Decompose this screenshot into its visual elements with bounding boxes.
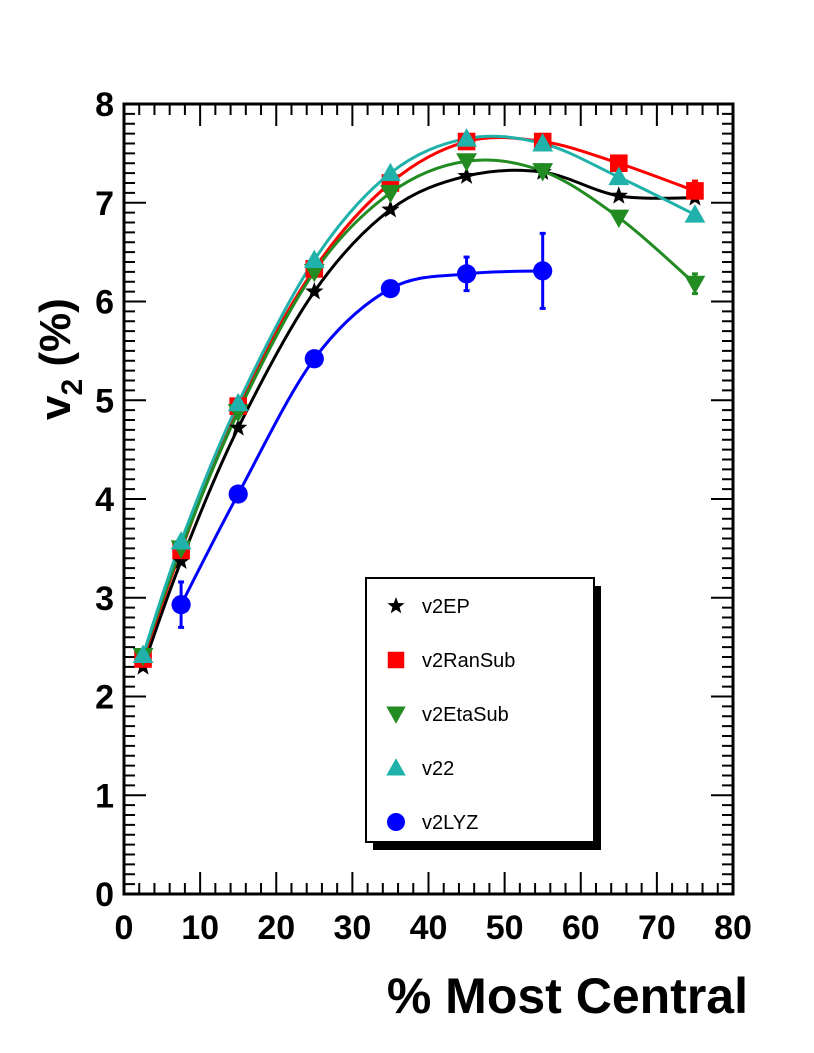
- curve-v2LYZ: [179, 269, 543, 606]
- x-tick-label: 80: [714, 909, 752, 947]
- y-tick-label: 8: [95, 86, 114, 124]
- point-v2EP: [305, 282, 324, 300]
- x-tick-label: 60: [562, 909, 600, 947]
- point-v2LYZ: [228, 484, 248, 504]
- y-tick-label: 7: [95, 185, 114, 223]
- legend-marker-v2EtaSub: [386, 706, 406, 724]
- x-tick-label: 0: [115, 909, 134, 947]
- y-tick-label: 1: [95, 777, 114, 815]
- point-v2RanSub: [610, 154, 628, 173]
- point-v2EtaSub: [456, 153, 477, 172]
- curve-v2EP: [141, 168, 695, 668]
- x-tick-label: 50: [486, 909, 524, 947]
- point-v22: [532, 133, 554, 152]
- legend-label-v22: v22: [422, 758, 454, 780]
- point-v2EtaSub: [532, 163, 554, 182]
- point-v22: [380, 162, 401, 182]
- legend-marker-v2LYZ: [387, 813, 405, 831]
- legend-label-v2EP: v2EP: [422, 596, 470, 618]
- y-tick-label: 0: [95, 876, 114, 914]
- point-v2EP: [229, 418, 248, 436]
- legend: v2EP v2RanSub v2EtaSub v22 v2LYZ: [365, 577, 601, 850]
- curve-v2EtaSub: [141, 158, 696, 657]
- point-v2EP: [609, 186, 628, 204]
- point-v2EP: [457, 166, 476, 184]
- point-v2LYZ: [456, 264, 477, 284]
- point-v2RanSub: [686, 182, 704, 200]
- point-v22: [227, 392, 249, 412]
- y-tick-label: 3: [95, 580, 114, 618]
- point-v2LYZ: [380, 279, 401, 299]
- point-v22: [132, 644, 154, 664]
- legend-label-v2RanSub: v2RanSub: [422, 650, 515, 672]
- legend-label-v2LYZ: v2LYZ: [422, 812, 478, 834]
- y-axis-title: v2 (%): [31, 298, 89, 420]
- data-markers: [132, 128, 706, 675]
- x-tick-label: 40: [410, 909, 448, 947]
- point-v2EtaSub: [380, 184, 401, 204]
- point-v22: [684, 204, 706, 223]
- axis-ticks: [123, 103, 734, 895]
- legend-entries: v2EP v2RanSub v2EtaSub v22 v2LYZ: [386, 596, 515, 834]
- legend-marker-v2EP: [387, 597, 405, 614]
- y-axis-title-sub: 2: [56, 379, 89, 396]
- y-tick-label: 6: [95, 284, 114, 322]
- y-axis-title-main: v: [31, 395, 80, 420]
- y-tick-labels: 0 1 2 3 4 5 6 7 8: [95, 86, 114, 914]
- x-tick-label: 70: [638, 909, 676, 947]
- point-v22: [303, 249, 325, 269]
- point-v2EP: [381, 200, 400, 218]
- y-tick-label: 4: [95, 481, 114, 519]
- legend-marker-v2RanSub: [387, 651, 405, 669]
- error-bars: [178, 179, 698, 629]
- legend-box: [365, 577, 595, 843]
- x-tick-labels: 0 10 20 30 40 50 60 70 80: [115, 909, 752, 947]
- point-v2LYZ: [304, 349, 324, 369]
- x-axis-title: % Most Central: [387, 968, 748, 1024]
- legend-marker-v22: [386, 758, 406, 776]
- point-v2EtaSub: [608, 209, 630, 228]
- legend-label-v2EtaSub: v2EtaSub: [422, 704, 509, 726]
- point-v2EP: [171, 551, 191, 569]
- x-tick-label: 10: [181, 909, 219, 947]
- point-v2EtaSub: [303, 263, 325, 283]
- point-v2LYZ: [533, 261, 553, 281]
- point-v22: [170, 531, 192, 550]
- x-tick-label: 30: [333, 909, 371, 947]
- point-v2EtaSub: [684, 275, 706, 295]
- y-axis-title-suffix: (%): [31, 298, 80, 379]
- y-tick-label: 2: [95, 679, 114, 717]
- point-v2LYZ: [171, 595, 191, 615]
- y-tick-label: 5: [95, 382, 114, 420]
- curve-v22: [141, 134, 696, 656]
- point-v22: [608, 166, 630, 186]
- x-tick-label: 20: [257, 909, 295, 947]
- point-v22: [456, 128, 477, 147]
